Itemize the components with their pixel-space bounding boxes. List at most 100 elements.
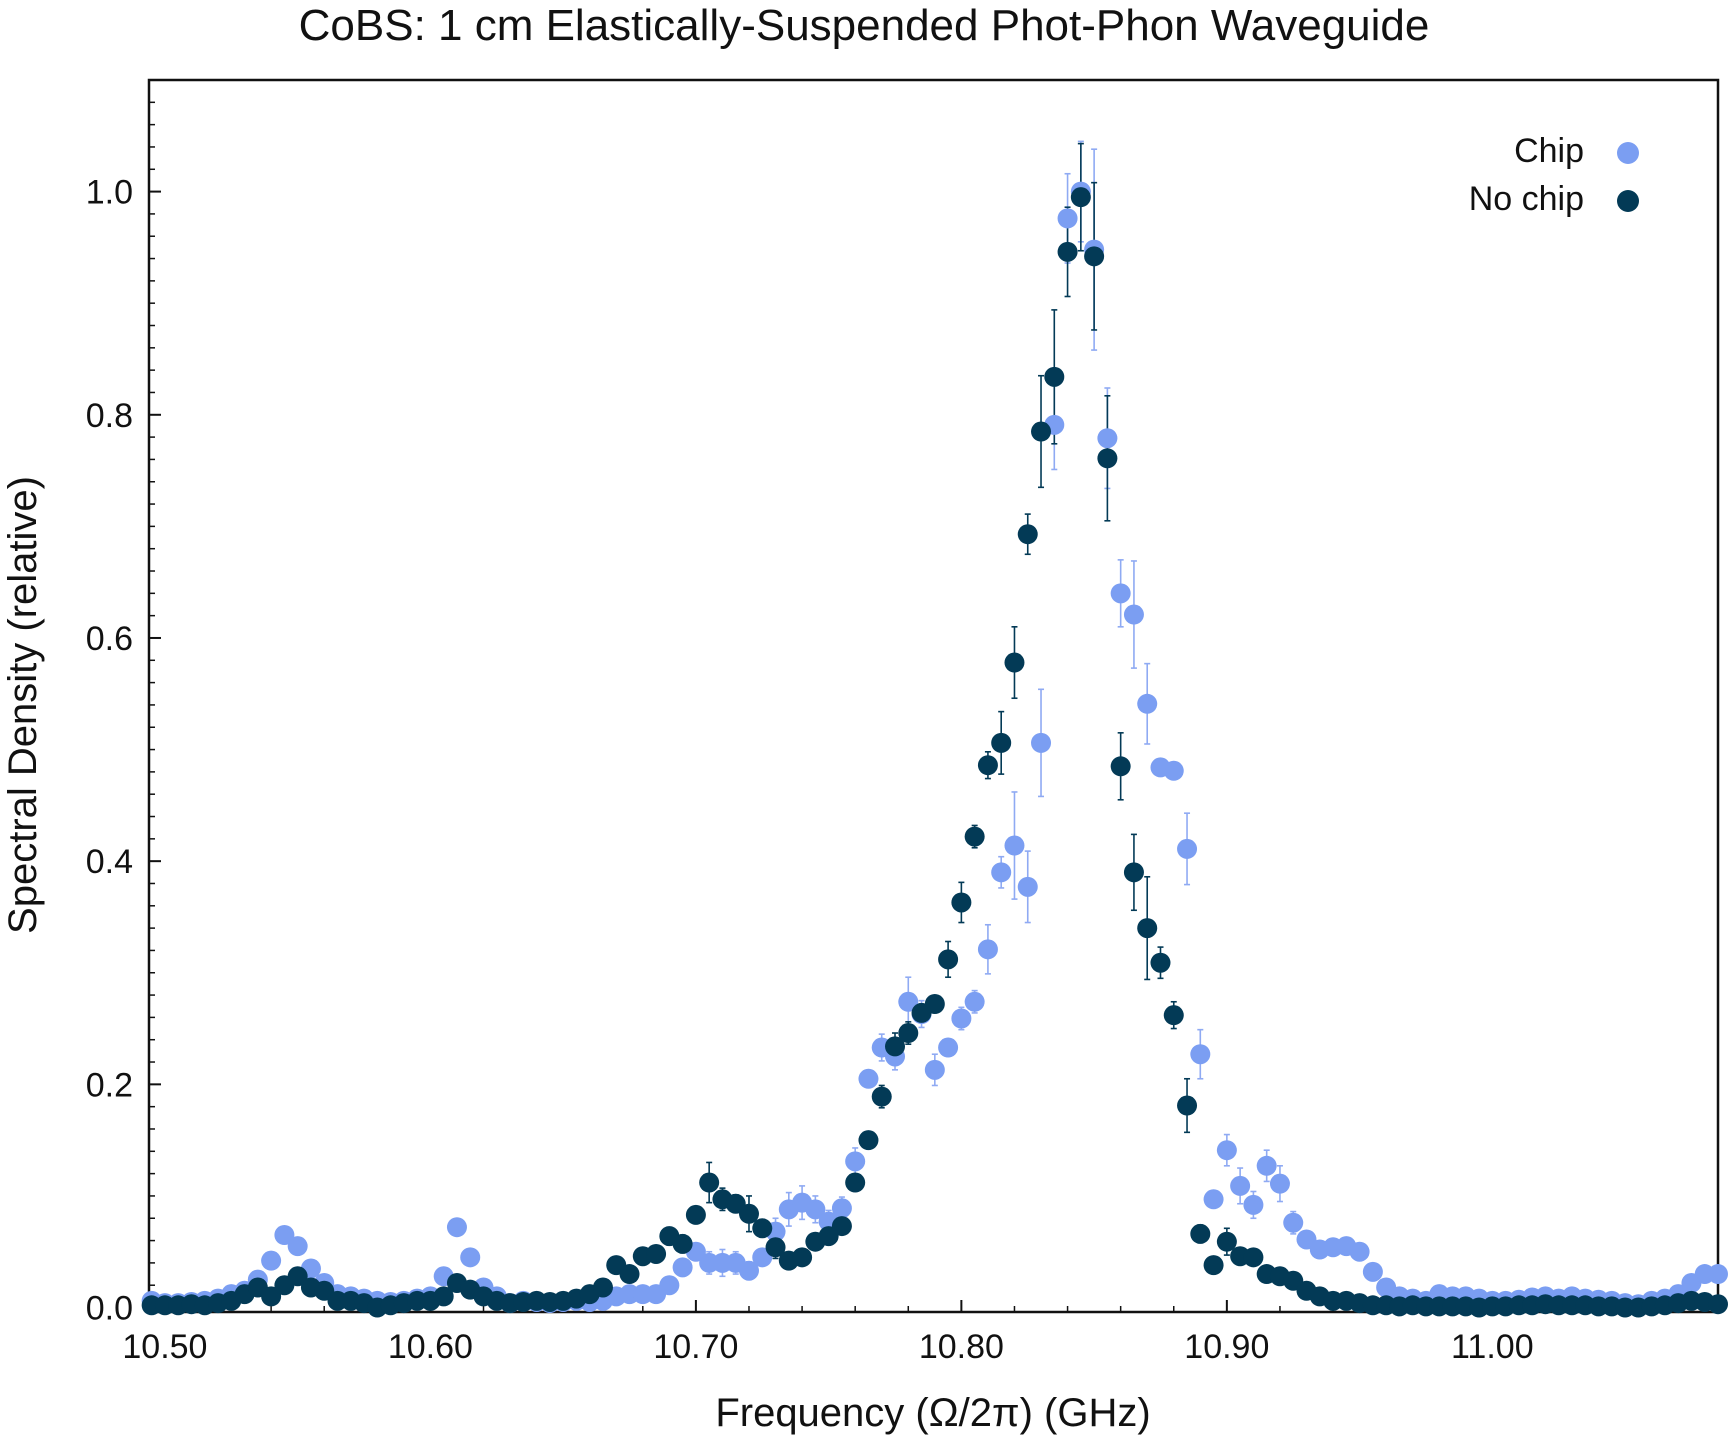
point-chip (287, 1236, 308, 1257)
point-no-chip (951, 892, 972, 913)
point-no-chip (433, 1286, 454, 1307)
legend: Chip No chip (1469, 132, 1639, 218)
point-chip (1190, 1044, 1211, 1065)
minor-ticks (149, 101, 1706, 1312)
point-chip (1283, 1212, 1304, 1233)
point-chip (274, 1225, 295, 1245)
y-tick-label: 0.2 (86, 1066, 133, 1104)
point-chip (805, 1199, 826, 1220)
point-no-chip (885, 1036, 906, 1057)
point-no-chip (685, 1204, 706, 1225)
point-chip (1177, 838, 1198, 859)
point-no-chip (1017, 524, 1038, 545)
point-no-chip (752, 1218, 773, 1239)
point-no-chip (1004, 652, 1025, 673)
x-tick-label: 11.00 (1451, 1328, 1534, 1366)
point-chip (977, 939, 998, 960)
point-no-chip (924, 994, 945, 1014)
legend-label-chip: Chip (1514, 132, 1584, 170)
point-no-chip (977, 755, 998, 776)
point-no-chip (261, 1286, 282, 1307)
point-chip (1163, 760, 1184, 781)
point-chip (659, 1275, 680, 1296)
point-no-chip (1137, 918, 1158, 939)
point-no-chip (1243, 1247, 1264, 1268)
point-chip (1004, 835, 1025, 856)
point-no-chip (1177, 1095, 1198, 1116)
point-chip (1057, 208, 1078, 229)
y-tick-label: 1.0 (86, 174, 133, 212)
point-no-chip (964, 826, 985, 847)
point-no-chip (619, 1264, 640, 1285)
point-chip (1269, 1173, 1290, 1194)
point-no-chip (792, 1247, 813, 1268)
point-chip (460, 1247, 481, 1268)
point-no-chip (1123, 862, 1144, 883)
point-no-chip (898, 1023, 919, 1044)
point-no-chip (991, 732, 1012, 753)
point-no-chip (871, 1086, 892, 1107)
point-chip (1031, 732, 1052, 753)
plot-frame (147, 78, 1720, 1314)
legend-marker-no-chip (1617, 190, 1639, 212)
point-chip (964, 991, 985, 1012)
point-chip (1362, 1261, 1383, 1282)
chart-title: CoBS: 1 cm Elastically-Suspended Phot-Ph… (299, 1, 1430, 50)
point-no-chip (1163, 1005, 1184, 1026)
point-chip (1097, 428, 1118, 449)
point-no-chip (938, 949, 959, 970)
legend-marker-chip (1617, 142, 1639, 164)
y-tick-label: 0.6 (86, 620, 133, 658)
point-no-chip (1057, 241, 1078, 262)
point-no-chip (765, 1237, 786, 1258)
point-chip (831, 1198, 852, 1219)
point-chip (1137, 693, 1158, 714)
point-chip (672, 1257, 693, 1278)
error-bars (666, 140, 1297, 1281)
point-no-chip (1084, 246, 1105, 267)
point-chip (261, 1250, 282, 1271)
point-chip (1349, 1241, 1370, 1262)
point-chip (1256, 1155, 1277, 1176)
point-no-chip (1070, 187, 1091, 208)
point-no-chip (858, 1130, 879, 1151)
point-no-chip (1150, 952, 1171, 973)
data-points (141, 181, 1728, 1318)
point-no-chip (1203, 1255, 1224, 1276)
point-no-chip (646, 1243, 667, 1264)
point-no-chip (738, 1203, 759, 1224)
point-no-chip (672, 1233, 693, 1254)
point-chip (1203, 1189, 1224, 1210)
point-no-chip (287, 1266, 308, 1287)
point-no-chip (1708, 1294, 1728, 1315)
x-axis: 10.50 10.60 10.70 10.80 10.90 11.00 (122, 1300, 1534, 1366)
point-chip (446, 1217, 467, 1238)
x-tick-label: 10.70 (653, 1328, 738, 1366)
y-axis-label: Spectral Density (relative) (1, 476, 45, 934)
point-chip (1110, 583, 1131, 604)
x-tick-label: 10.80 (919, 1328, 1004, 1366)
plot-border (147, 78, 1720, 1314)
point-no-chip (1110, 756, 1131, 777)
point-chip (951, 1008, 972, 1029)
y-tick-label: 0.4 (86, 843, 133, 881)
x-tick-label: 10.90 (1184, 1328, 1269, 1366)
point-no-chip (1097, 448, 1118, 469)
point-no-chip (831, 1216, 852, 1237)
point-chip (1243, 1194, 1264, 1215)
point-chip (1230, 1175, 1251, 1196)
point-chip (1123, 604, 1144, 625)
point-no-chip (1190, 1223, 1211, 1244)
point-no-chip (1216, 1231, 1237, 1252)
y-tick-label: 0.0 (86, 1290, 133, 1328)
point-no-chip (1031, 421, 1052, 442)
point-chip (1017, 876, 1038, 897)
legend-label-no-chip: No chip (1469, 180, 1584, 218)
point-chip (1216, 1140, 1237, 1161)
point-chip (898, 991, 919, 1012)
point-chip (845, 1151, 866, 1172)
y-tick-label: 0.8 (86, 397, 133, 435)
point-chip (738, 1260, 759, 1281)
point-chip (924, 1059, 945, 1080)
